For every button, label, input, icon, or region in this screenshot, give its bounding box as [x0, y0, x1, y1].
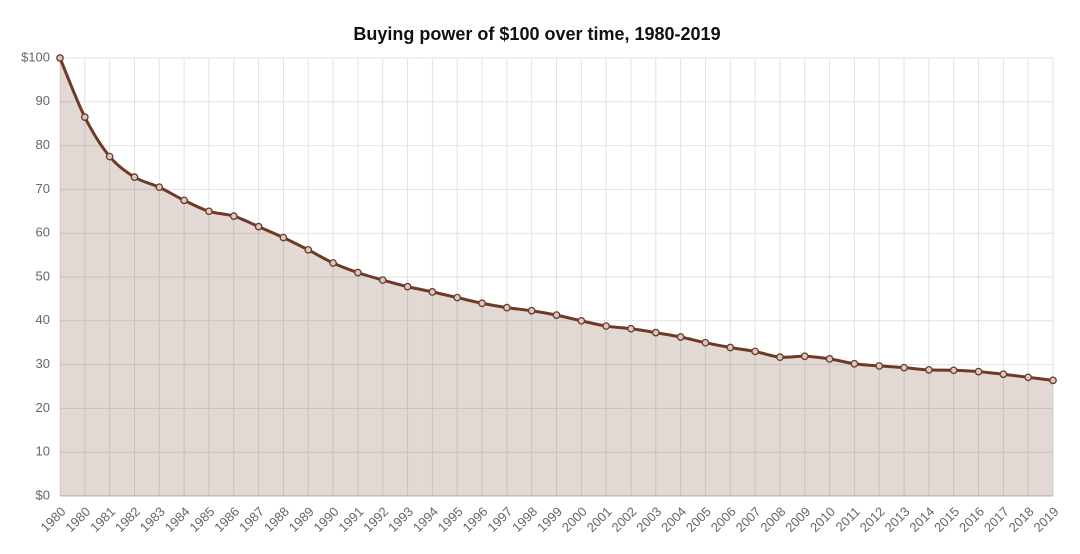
point	[354, 268, 362, 277]
x-tick-label: 1992	[360, 504, 391, 535]
point	[974, 367, 983, 376]
y-tick-label: 50	[36, 268, 50, 283]
point	[1024, 373, 1033, 382]
x-tick-label: 2019	[1030, 504, 1061, 535]
point	[180, 196, 188, 205]
point	[254, 222, 263, 231]
x-tick-label: 1984	[162, 504, 193, 535]
x-tick-label: 1998	[509, 504, 540, 535]
point	[478, 299, 486, 308]
x-tick-label: 1985	[186, 504, 217, 535]
x-tick-label: 2017	[981, 504, 1012, 535]
point	[602, 322, 611, 330]
y-tick-label: 30	[36, 356, 50, 371]
point	[949, 366, 958, 375]
x-tick-label: 2007	[733, 504, 764, 535]
x-tick-label: 1994	[410, 504, 441, 535]
point	[701, 338, 710, 347]
x-tick-label: 1993	[385, 504, 416, 535]
x-tick-label: 2014	[906, 504, 937, 535]
point	[875, 362, 884, 370]
x-tick-label: 2012	[857, 504, 888, 535]
x-tick-label: 2015	[931, 504, 962, 535]
point	[552, 311, 561, 319]
point	[751, 347, 759, 356]
point	[229, 212, 238, 220]
point	[676, 333, 685, 341]
x-tick-label: 2003	[633, 504, 664, 535]
x-tick-label: 1980	[62, 504, 93, 535]
point	[925, 366, 933, 374]
x-tick-label: 1990	[311, 504, 342, 535]
point	[825, 355, 834, 363]
point	[800, 352, 809, 361]
point	[378, 276, 387, 284]
x-tick-label: 2013	[882, 504, 913, 535]
x-tick-label: 2004	[658, 504, 689, 535]
point	[155, 183, 164, 192]
y-tick-label: $0	[36, 487, 50, 502]
x-tick-label: 1987	[236, 504, 267, 535]
y-tick-label: 20	[36, 400, 50, 415]
x-tick-label: 1996	[460, 504, 491, 535]
point	[726, 343, 735, 352]
y-tick-label: 80	[36, 137, 50, 152]
x-tick-label: 2011	[833, 504, 863, 534]
x-tick-label: 1981	[87, 504, 118, 535]
x-tick-label: 1982	[112, 504, 143, 535]
point	[527, 306, 536, 315]
x-tick-label: 1980	[37, 504, 68, 535]
x-tick-label: 2010	[807, 504, 838, 535]
x-tick-label: 1983	[137, 504, 168, 535]
y-tick-label: 40	[36, 312, 50, 327]
point	[105, 152, 114, 161]
x-tick-label: 1991	[335, 504, 366, 535]
point	[577, 316, 586, 325]
point	[403, 282, 412, 291]
point	[205, 207, 213, 216]
x-tick-label: 2001	[584, 504, 615, 535]
y-tick-label: $100	[21, 49, 50, 64]
x-tick-label: 2002	[608, 504, 639, 535]
chart-title: Buying power of $100 over time, 1980-201…	[353, 24, 720, 44]
point	[900, 363, 908, 372]
point	[80, 113, 89, 121]
x-tick-label: 2018	[1006, 504, 1037, 535]
x-tick-label: 2009	[782, 504, 813, 535]
x-tick-label: 2008	[757, 504, 788, 535]
x-tick-label: 2000	[559, 504, 590, 535]
point	[627, 324, 635, 333]
x-tick-label: 1997	[484, 504, 515, 535]
x-tick-label: 1995	[435, 504, 466, 535]
point	[130, 173, 139, 181]
point	[1049, 376, 1057, 385]
y-tick-label: 10	[36, 444, 50, 459]
x-tick-label: 1988	[261, 504, 292, 535]
point	[850, 359, 859, 368]
point	[776, 353, 784, 362]
x-tick-label: 2006	[708, 504, 739, 535]
x-tick-label: 2005	[683, 504, 714, 535]
point	[453, 293, 462, 302]
point	[56, 54, 64, 62]
y-tick-label: 70	[36, 181, 50, 196]
point	[999, 370, 1008, 379]
point	[428, 288, 437, 296]
point	[329, 259, 337, 267]
point	[279, 233, 288, 242]
x-tick-label: 2016	[956, 504, 987, 535]
point	[502, 303, 511, 312]
x-tick-label: 1989	[286, 504, 317, 535]
y-tick-label: 90	[36, 93, 50, 108]
point	[651, 328, 660, 337]
area	[60, 58, 1053, 496]
point	[304, 245, 313, 254]
y-tick-label: 60	[36, 225, 50, 240]
x-tick-label: 1999	[534, 504, 565, 535]
x-tick-label: 1986	[211, 504, 242, 535]
